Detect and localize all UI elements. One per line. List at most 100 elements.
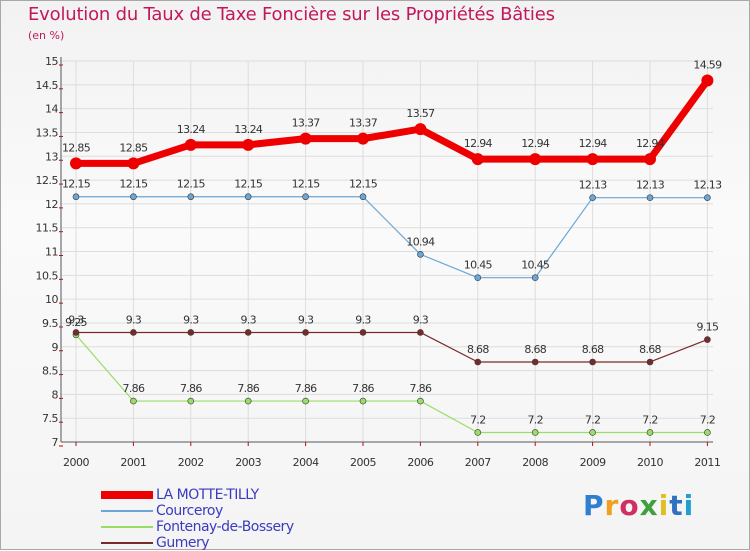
x-tick-label: 2000 <box>63 456 89 469</box>
series-line-la-motte-tilly <box>76 81 707 164</box>
data-point-la-motte-tilly <box>70 157 82 169</box>
grid-lines <box>61 61 713 442</box>
y-tick-label: 10.5 <box>36 269 59 282</box>
data-point-gumery <box>360 329 366 335</box>
data-point-la-motte-tilly <box>587 153 599 165</box>
x-tick-label: 2001 <box>120 456 146 469</box>
legend-label: Courceroy <box>156 503 223 519</box>
y-tick-label: 12 <box>45 198 58 211</box>
data-point-gumery <box>130 329 136 335</box>
data-label-gumery: 8.68 <box>467 343 489 356</box>
data-label-fontenay-de-bossery: 7.2 <box>642 413 657 426</box>
data-point-gumery <box>704 337 710 343</box>
y-tick-label: 13 <box>45 150 58 163</box>
data-point-courceroy <box>73 194 79 200</box>
data-point-courceroy <box>704 195 710 201</box>
data-point-fontenay-de-bossery <box>532 429 538 435</box>
data-point-fontenay-de-bossery <box>303 398 309 404</box>
x-tick-label: 2005 <box>350 456 376 469</box>
data-point-fontenay-de-bossery <box>360 398 366 404</box>
data-label-courceroy: 10.45 <box>521 259 550 272</box>
data-label-courceroy: 10.45 <box>464 259 493 272</box>
data-point-courceroy <box>475 275 481 281</box>
data-label-la-motte-tilly: 12.94 <box>636 137 665 150</box>
data-point-gumery <box>532 359 538 365</box>
data-label-fontenay-de-bossery: 7.86 <box>123 382 145 395</box>
legend-swatch-fontenay-de-bossery <box>101 526 153 528</box>
y-tick-label: 13.5 <box>36 126 59 139</box>
series-group <box>70 75 713 436</box>
axes: 7 7.5 8 8.5 9 9.5 10 10.5 11 11.5 12 12.5 13 13.5 14 14… <box>36 55 721 469</box>
data-label-fontenay-de-bossery: 7.86 <box>410 382 432 395</box>
data-label-gumery: 9.3 <box>240 313 256 326</box>
legend-label: LA MOTTE-TILLY <box>156 487 259 503</box>
data-point-fontenay-de-bossery <box>647 429 653 435</box>
data-label-la-motte-tilly: 12.85 <box>119 141 148 154</box>
data-point-fontenay-de-bossery <box>417 398 423 404</box>
data-point-courceroy <box>590 195 596 201</box>
x-tick-label: 2004 <box>293 456 319 469</box>
y-tick-label: 8.5 <box>42 365 58 378</box>
y-tick-label: 8 <box>52 388 59 401</box>
data-point-la-motte-tilly <box>127 157 139 169</box>
data-point-courceroy <box>417 251 423 257</box>
data-label-gumery: 8.68 <box>582 343 604 356</box>
data-label-la-motte-tilly: 13.37 <box>349 117 378 130</box>
data-label-courceroy: 12.15 <box>292 178 321 191</box>
x-tick-label: 2008 <box>522 456 548 469</box>
data-label-la-motte-tilly: 13.24 <box>234 123 263 136</box>
data-point-la-motte-tilly <box>357 133 369 145</box>
data-point-la-motte-tilly <box>414 123 426 135</box>
data-label-la-motte-tilly: 12.85 <box>62 141 91 154</box>
data-point-fontenay-de-bossery <box>245 398 251 404</box>
x-tick-label: 2010 <box>637 456 663 469</box>
y-tick-label: 15 <box>45 55 58 68</box>
data-label-gumery: 9.3 <box>298 313 314 326</box>
y-tick-label: 7 <box>52 436 59 449</box>
data-point-fontenay-de-bossery <box>188 398 194 404</box>
chart-frame: Evolution du Taux de Taxe Foncière sur l… <box>0 0 750 550</box>
data-label-gumery: 9.3 <box>183 313 199 326</box>
x-tick-label: 2002 <box>178 456 204 469</box>
legend-swatch-la-motte-tilly <box>101 491 153 499</box>
data-point-la-motte-tilly <box>242 139 254 151</box>
data-label-courceroy: 12.13 <box>579 179 608 192</box>
data-point-gumery <box>590 359 596 365</box>
data-point-gumery <box>188 329 194 335</box>
data-point-fontenay-de-bossery <box>590 429 596 435</box>
y-tick-label: 14.5 <box>36 79 59 92</box>
data-point-courceroy <box>188 194 194 200</box>
data-point-fontenay-de-bossery <box>130 398 136 404</box>
data-label-gumery: 9.3 <box>355 313 371 326</box>
data-label-fontenay-de-bossery: 7.2 <box>527 413 542 426</box>
data-label-la-motte-tilly: 12.94 <box>464 137 493 150</box>
y-tick-label: 11 <box>45 246 58 259</box>
data-label-courceroy: 12.15 <box>177 178 206 191</box>
data-point-courceroy <box>647 195 653 201</box>
y-tick-label: 9.5 <box>42 317 58 330</box>
data-point-gumery <box>245 329 251 335</box>
data-label-fontenay-de-bossery: 7.86 <box>352 382 374 395</box>
series-line-courceroy <box>76 197 707 278</box>
data-label-la-motte-tilly: 13.37 <box>292 117 321 130</box>
data-label-courceroy: 12.13 <box>636 179 665 192</box>
data-label-gumery: 9.15 <box>697 321 719 334</box>
data-label-courceroy: 12.13 <box>693 179 722 192</box>
data-point-courceroy <box>130 194 136 200</box>
data-point-fontenay-de-bossery <box>704 429 710 435</box>
data-label-fontenay-de-bossery: 7.2 <box>585 413 600 426</box>
legend-label: Gumery <box>156 535 209 551</box>
data-point-gumery <box>303 329 309 335</box>
y-tick-label: 10 <box>45 293 58 306</box>
data-labels: 12.85 12.85 13.24 13.24 13.37 13.37 13.57 12.94… <box>62 59 722 427</box>
x-tick-label: 2007 <box>465 456 491 469</box>
legend-label: Fontenay-de-Bossery <box>156 519 294 535</box>
data-label-fontenay-de-bossery: 7.86 <box>237 382 259 395</box>
data-point-courceroy <box>245 194 251 200</box>
data-label-la-motte-tilly: 12.94 <box>521 137 550 150</box>
y-tick-label: 11.5 <box>36 222 59 235</box>
y-tick-label: 12.5 <box>36 174 59 187</box>
data-label-courceroy: 12.15 <box>349 178 378 191</box>
x-tick-label: 2003 <box>235 456 261 469</box>
y-tick-label: 14 <box>45 103 58 116</box>
